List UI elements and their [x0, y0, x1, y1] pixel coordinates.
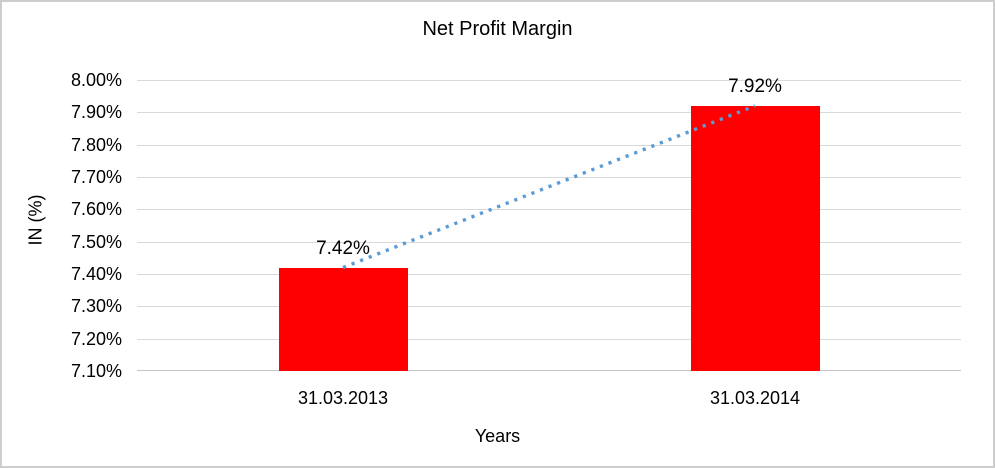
bar-1 — [690, 105, 820, 371]
y-tick-label: 7.30% — [70, 296, 122, 317]
plot-area — [137, 80, 961, 371]
bar-data-label-1: 7.92% — [728, 75, 782, 97]
y-tick-label: 7.70% — [70, 167, 122, 187]
gridline — [137, 338, 961, 340]
gridline — [137, 306, 961, 308]
y-tick-label: 7.50% — [70, 231, 122, 252]
y-tick-label: 7.90% — [70, 102, 122, 123]
gridline — [137, 144, 961, 146]
x-tick-label-1: 31.03.2014 — [709, 388, 801, 408]
x-axis-title: Years — [474, 426, 521, 446]
gridline — [137, 209, 961, 211]
x-axis-line — [137, 370, 961, 371]
trendline — [342, 104, 756, 270]
y-tick-label: 7.20% — [70, 328, 122, 349]
gridline — [137, 80, 961, 81]
gridline — [137, 241, 961, 243]
y-tick-label: 8.00% — [70, 70, 122, 90]
y-tick-label: 7.60% — [70, 199, 122, 220]
gridline — [137, 274, 961, 275]
gridline — [137, 112, 961, 114]
x-tick-label-0: 31.03.2013 — [297, 388, 389, 408]
y-tick-label: 7.10% — [70, 361, 122, 381]
bar-0 — [278, 267, 408, 371]
y-tick-label: 7.80% — [70, 134, 122, 155]
y-tick-label: 7.40% — [70, 264, 122, 284]
bar-data-label-0: 7.42% — [316, 237, 370, 259]
gridline — [137, 177, 961, 178]
chart-title: Net Profit Margin — [422, 18, 573, 40]
